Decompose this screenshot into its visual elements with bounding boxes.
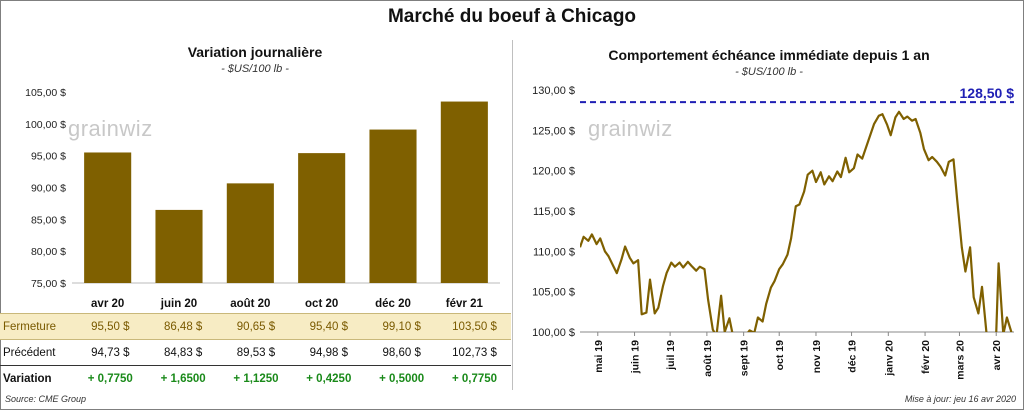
table-cell: 95,40 $ — [309, 320, 348, 333]
bar — [155, 209, 203, 283]
series-line — [747, 110, 988, 332]
x-tick-label: avr 20 — [991, 340, 1003, 371]
row-label: Fermeture — [3, 320, 57, 333]
bar — [84, 152, 132, 283]
y-tick-label: 80,00 $ — [31, 246, 66, 258]
table-cell: 102,73 $ — [452, 346, 497, 359]
x-tick-label: nov 19 — [811, 340, 823, 373]
table-cell: 86,48 $ — [163, 320, 203, 333]
x-tick-label: déc 19 — [847, 340, 859, 373]
x-tick-label: févr 20 — [920, 340, 932, 374]
table-cell: + 0,7750 — [87, 372, 133, 385]
y-tick-label: 100,00 $ — [25, 119, 66, 131]
table-cell: + 1,6500 — [160, 372, 206, 385]
series-line — [580, 233, 734, 332]
y-tick-label: 110,00 $ — [533, 246, 575, 258]
left-chart-unit: - $US/100 lb - — [221, 63, 289, 75]
source-note: Source: CME Group — [5, 394, 87, 404]
table-cell: 94,98 $ — [309, 346, 348, 359]
right-chart-subtitle: Comportement échéance immédiate depuis 1… — [608, 47, 930, 63]
table-row-precedent: Précédent 94,73 $ 84,83 $ 89,53 $ 94,98 … — [0, 340, 511, 366]
table-cell: 94,73 $ — [91, 346, 130, 359]
bar — [226, 183, 274, 283]
watermark-logo-left: grainwiz — [68, 116, 153, 141]
x-tick-label: déc 20 — [375, 298, 411, 310]
watermark-logo-right: grainwiz — [588, 116, 673, 141]
panel-divider — [512, 40, 513, 390]
x-tick-label: juin 20 — [160, 298, 197, 310]
bar — [298, 153, 346, 283]
x-tick-label: mai 19 — [593, 340, 605, 373]
y-tick-label: 95,00 $ — [31, 151, 66, 163]
table-cell: + 0,7750 — [451, 372, 498, 385]
update-note: Mise à jour: jeu 16 avr 2020 — [904, 394, 1016, 404]
x-tick-label: janv 20 — [883, 340, 895, 377]
bar — [440, 101, 488, 283]
y-tick-label: 105,00 $ — [532, 287, 575, 299]
left-chart-subtitle: Variation journalière — [187, 44, 323, 60]
table-cell: + 0,5000 — [379, 372, 425, 385]
x-tick-label: juin 19 — [630, 340, 642, 374]
y-tick-label: 130,00 $ — [532, 85, 575, 97]
x-tick-label: avr 20 — [91, 298, 124, 310]
x-tick-label: août 19 — [702, 340, 714, 377]
main-title: Marché du boeuf à Chicago — [387, 6, 637, 27]
y-tick-label: 75,00 $ — [31, 278, 66, 290]
right-chart-unit: - $US/100 lb - — [735, 66, 803, 78]
table-cell: + 1,1250 — [233, 372, 279, 385]
reference-label: 128,50 $ — [960, 85, 1015, 101]
table-cell: 90,65 $ — [236, 320, 276, 333]
x-tick-label: mars 20 — [954, 340, 966, 380]
x-tick-label: oct 20 — [305, 298, 338, 310]
bar — [369, 129, 417, 283]
table-cell: 103,50 $ — [452, 320, 497, 333]
table-cell: 89,53 $ — [236, 346, 276, 359]
table-row-fermeture: Fermeture 95,50 $ 86,48 $ 90,65 $ 95,40 … — [0, 313, 511, 340]
series-line — [995, 262, 1013, 332]
x-tick-label: févr 21 — [446, 298, 484, 310]
row-label: Précédent — [3, 346, 56, 359]
table-cell: + 0,4250 — [306, 372, 352, 385]
y-tick-label: 125,00 $ — [532, 125, 575, 137]
y-tick-label: 115,00 $ — [533, 206, 575, 218]
table-row-variation: Variation + 0,7750 + 1,6500 + 1,1250 + 0… — [0, 365, 511, 392]
table-cell: 98,60 $ — [382, 346, 421, 359]
x-tick-label: juil 19 — [665, 340, 677, 371]
x-tick-label: sept 19 — [739, 340, 751, 376]
x-tick-label: oct 19 — [774, 340, 786, 371]
y-tick-label: 100,00 $ — [532, 327, 575, 339]
table-cell: 95,50 $ — [91, 320, 130, 333]
y-tick-label: 85,00 $ — [31, 214, 66, 226]
table-cell: 99,10 $ — [382, 320, 421, 333]
y-tick-label: 90,00 $ — [31, 183, 66, 195]
y-tick-label: 120,00 $ — [532, 166, 575, 178]
quotes-table: Fermeture 95,50 $ 86,48 $ 90,65 $ 95,40 … — [0, 313, 511, 391]
daily-variation-bar-chart: 75,00 $ 80,00 $ 85,00 $ 90,00 $ 95,00 $ 100,0… — [25, 87, 500, 310]
row-label: Variation — [3, 372, 52, 385]
front-month-line-chart: 100,00 $ 105,00 $ 110,00 $ 115,00 $ 120,00 $… — [532, 85, 1015, 380]
y-tick-label: 105,00 $ — [25, 87, 66, 99]
x-tick-label: août 20 — [230, 298, 270, 310]
table-cell: 84,83 $ — [163, 346, 203, 359]
